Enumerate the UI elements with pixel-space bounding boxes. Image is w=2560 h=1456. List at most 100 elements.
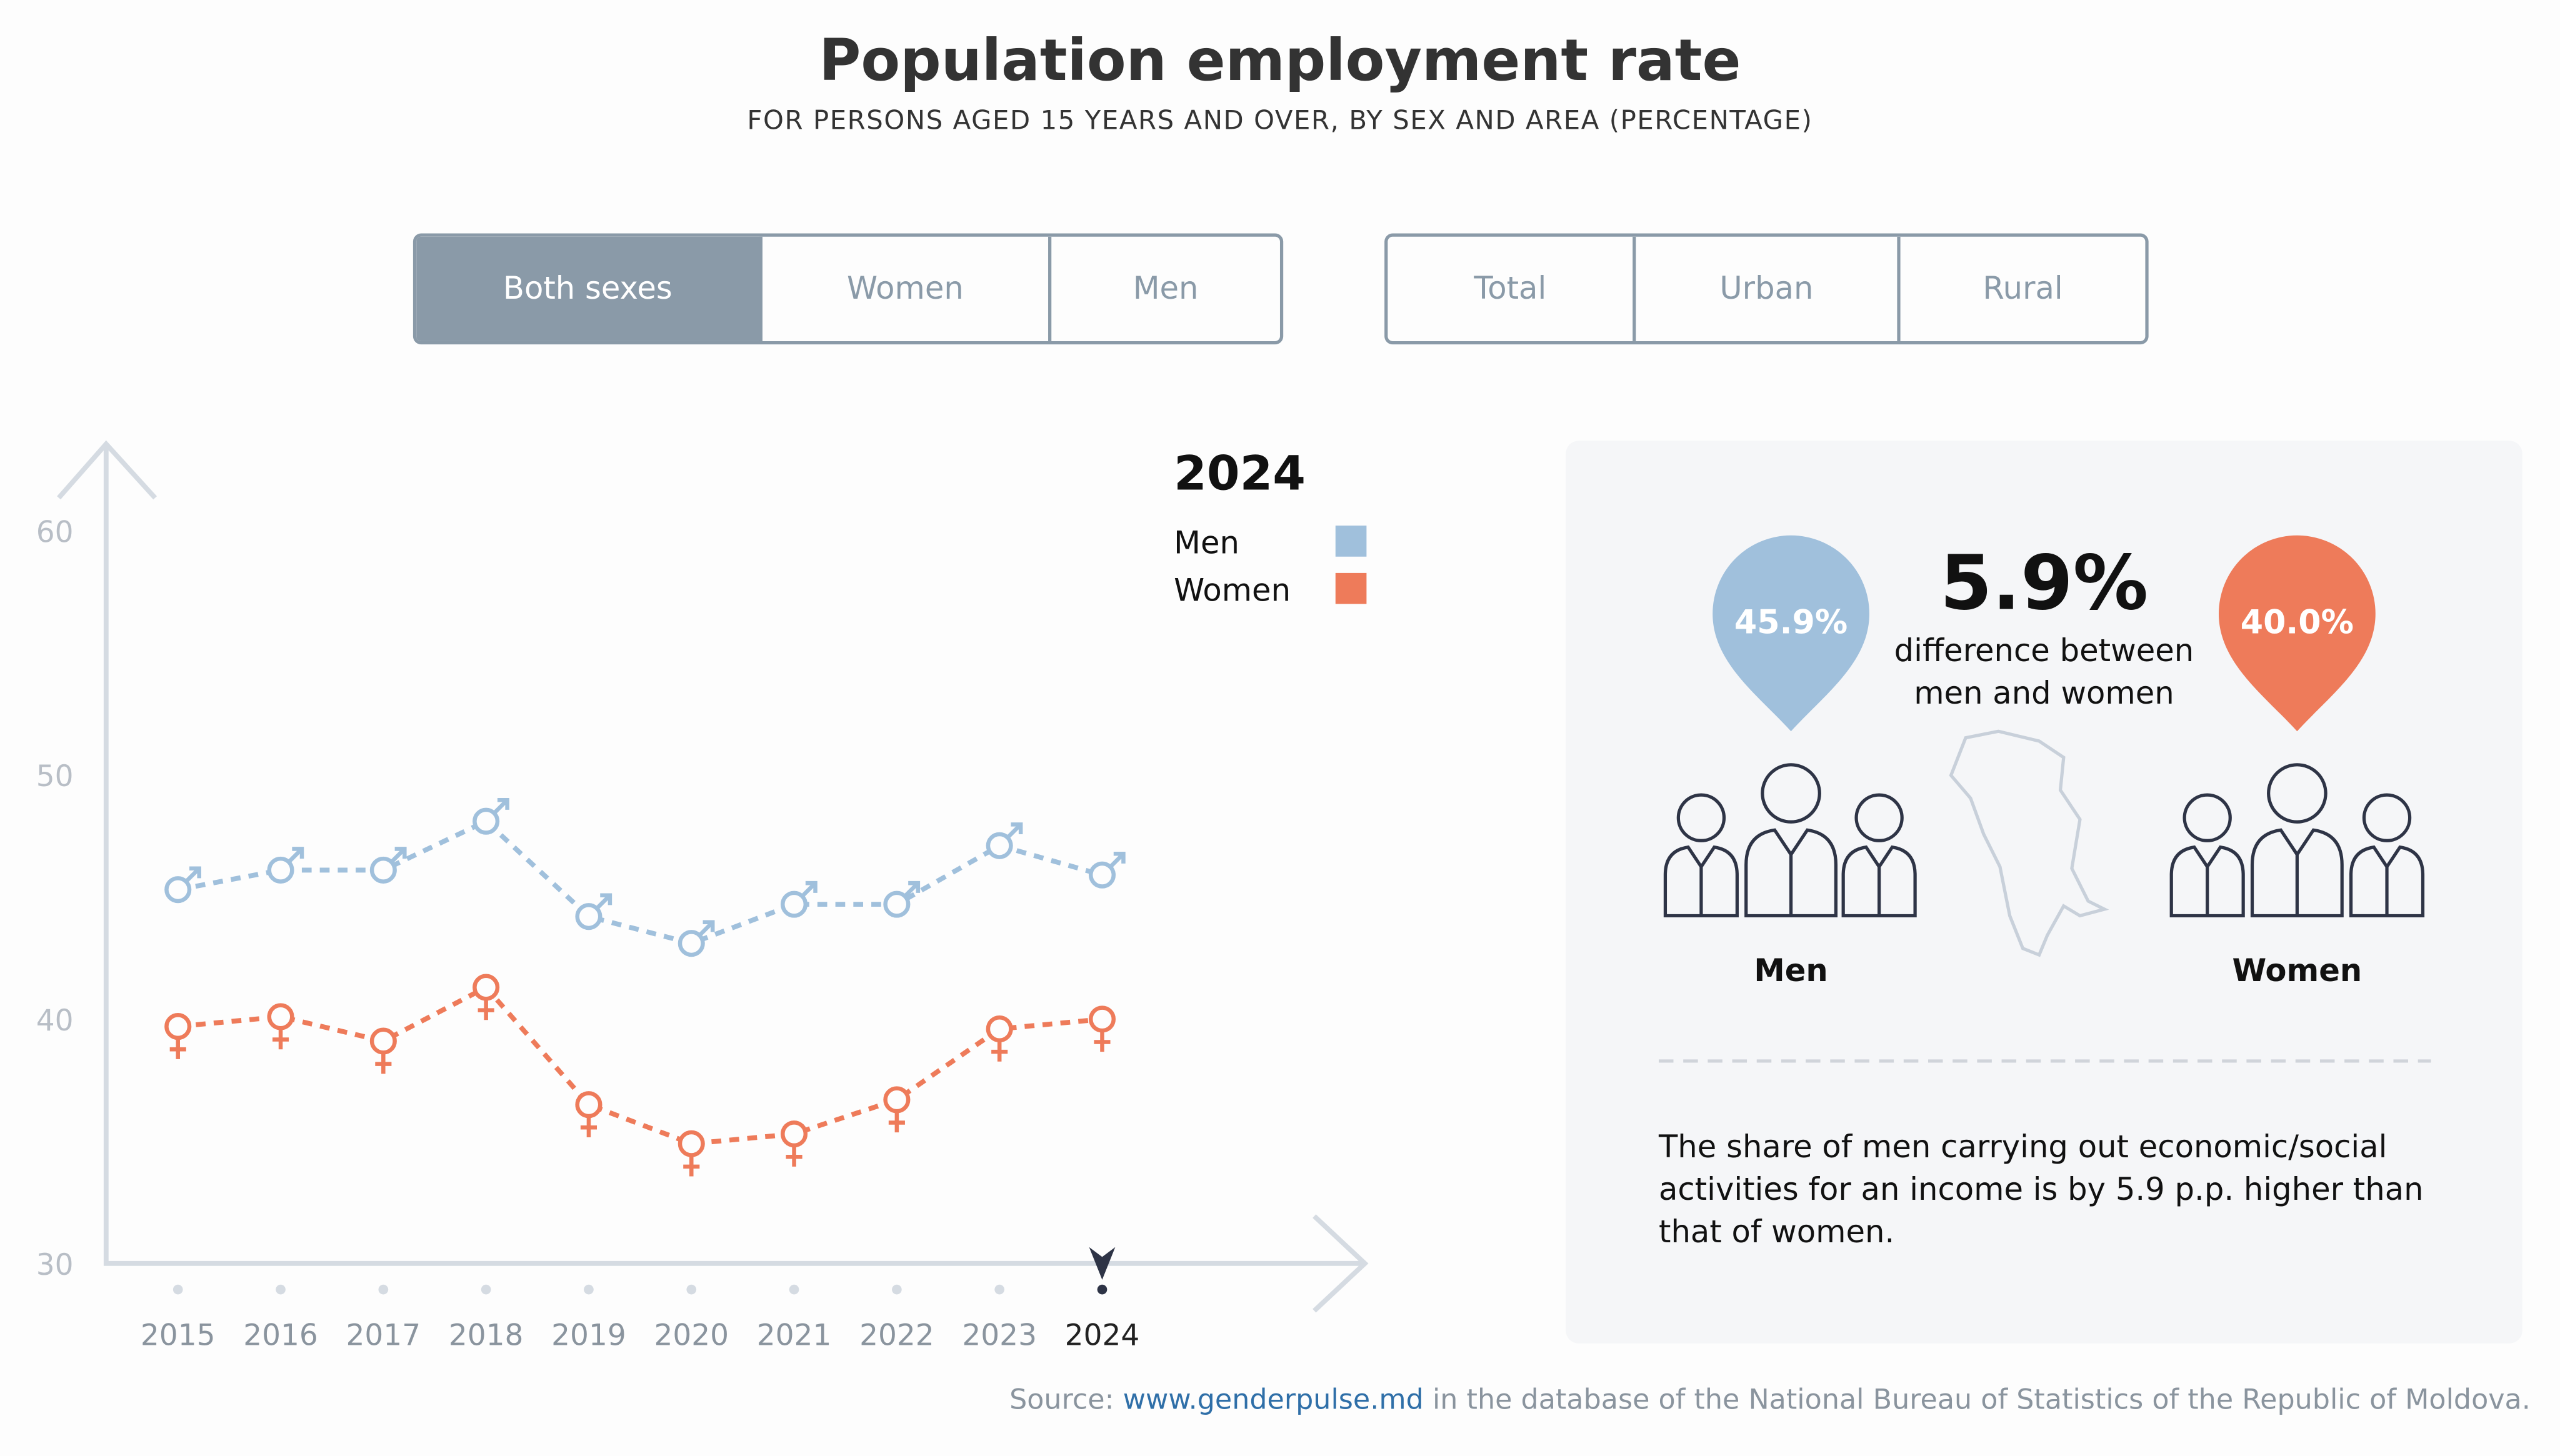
- data-point-men: [781, 880, 818, 918]
- male-symbol-icon: [595, 893, 612, 910]
- filter-both-sexes[interactable]: Both sexes: [416, 236, 762, 341]
- head: [2362, 793, 2412, 842]
- difference-value: 5.9%: [1939, 539, 2149, 627]
- female-symbol-icon: [169, 1037, 186, 1059]
- data-point-men: [164, 866, 201, 904]
- data-point-men: [883, 880, 921, 918]
- male-symbol-icon: [390, 847, 407, 864]
- female-symbol-icon: [888, 1111, 905, 1133]
- y-tick-label: 30: [36, 1248, 74, 1282]
- body: [2250, 828, 2344, 918]
- point-marker: [781, 890, 808, 918]
- body: [1841, 845, 1917, 918]
- data-point-women: [164, 1013, 192, 1059]
- y-tick-label: 60: [36, 515, 74, 549]
- data-point-men: [986, 822, 1023, 859]
- moldova-map-icon: [1949, 729, 2109, 957]
- axes: [57, 440, 1369, 1313]
- filter-men[interactable]: Men: [1132, 271, 1199, 307]
- point-marker: [575, 903, 602, 930]
- data-point-women: [575, 1091, 602, 1137]
- x-dot: [172, 1284, 183, 1295]
- x-tick-label: 2024: [1065, 1318, 1140, 1352]
- female-symbol-icon: [786, 1145, 802, 1167]
- point-marker: [986, 832, 1013, 859]
- female-symbol-icon: [478, 999, 494, 1020]
- male-symbol-icon: [287, 847, 304, 864]
- data-point-women: [678, 1130, 705, 1177]
- point-marker: [678, 930, 705, 957]
- head: [1761, 763, 1821, 824]
- x-dot: [686, 1284, 697, 1295]
- body: [2169, 845, 2245, 918]
- x-tick-label: 2019: [551, 1318, 626, 1352]
- x-dot: [1097, 1284, 1108, 1295]
- point-marker: [781, 1120, 808, 1148]
- point-marker: [1088, 1005, 1116, 1033]
- filter-women[interactable]: Women: [762, 236, 1052, 341]
- male-symbol-icon: [801, 880, 818, 898]
- x-dot: [994, 1284, 1005, 1295]
- female-symbol-icon: [991, 1040, 1008, 1062]
- person-icon: [1663, 793, 1739, 918]
- source-link[interactable]: www.genderpulse.md: [1122, 1384, 1424, 1417]
- data-point-women: [781, 1120, 808, 1167]
- data-point-men: [369, 847, 407, 884]
- head: [2182, 793, 2232, 842]
- point-marker: [678, 1130, 705, 1157]
- summary-graphics: [1658, 535, 2431, 1063]
- person-icon: [1841, 793, 1917, 918]
- data-point-women: [883, 1086, 911, 1133]
- data-point-women: [986, 1015, 1013, 1062]
- x-tick-label: 2018: [449, 1318, 524, 1352]
- body: [1663, 845, 1739, 918]
- point-marker: [883, 890, 911, 918]
- men-group-label: Men: [1754, 953, 1828, 989]
- filter-rural[interactable]: Rural: [1982, 271, 2063, 307]
- x-dot: [481, 1284, 491, 1295]
- male-symbol-icon: [1006, 822, 1023, 839]
- point-marker: [267, 1003, 294, 1030]
- person-icon: [2250, 763, 2344, 918]
- men-pin-icon: [1712, 535, 1869, 732]
- difference-label: difference between men and women: [1894, 633, 2194, 712]
- data-point-men: [575, 893, 612, 930]
- y-tick-label: 40: [36, 1004, 74, 1038]
- x-tick-label: 2016: [243, 1318, 318, 1352]
- male-symbol-icon: [698, 920, 715, 937]
- series-line-women: [178, 984, 1102, 1147]
- source-prefix: Source:: [1009, 1384, 1114, 1417]
- legend-title: 2024: [1174, 446, 1306, 501]
- summary-note: The share of men carrying out economic/s…: [1658, 1129, 2424, 1250]
- x-dot: [584, 1284, 594, 1295]
- filter-total[interactable]: Total: [1388, 236, 1636, 341]
- line-chart: 30 40 50 60 2015 2016 2017 2018 2019 2020 2021 2022…: [36, 440, 1369, 1352]
- point-marker: [575, 1091, 602, 1119]
- women-value: 40.0%: [2240, 602, 2354, 642]
- point-marker: [164, 1013, 192, 1040]
- point-marker: [369, 1027, 397, 1055]
- data-point-men: [472, 797, 509, 835]
- data-point-women: [472, 974, 500, 1020]
- women-pin-icon: [2218, 535, 2376, 732]
- filter-urban[interactable]: Urban: [1636, 236, 1901, 341]
- male-symbol-icon: [903, 880, 921, 898]
- sex-filter: Both sexes Women Men: [412, 233, 1284, 345]
- point-marker: [472, 807, 500, 835]
- male-symbol-icon: [492, 797, 509, 815]
- legend-men-label: Men: [1174, 526, 1239, 562]
- point-marker: [1088, 861, 1116, 889]
- female-symbol-icon: [683, 1155, 700, 1177]
- x-dot: [789, 1284, 799, 1295]
- point-marker: [369, 856, 397, 884]
- source-suffix: in the database of the National Bureau o…: [1432, 1384, 2531, 1417]
- female-symbol-icon: [580, 1116, 598, 1137]
- y-tick-label: 50: [36, 759, 74, 794]
- head: [2267, 763, 2328, 824]
- data-point-women: [369, 1027, 397, 1074]
- legend-women-label: Women: [1174, 572, 1291, 609]
- x-tick-label: 2015: [141, 1318, 216, 1352]
- women-group-label: Women: [2232, 953, 2362, 989]
- point-marker: [472, 974, 500, 1001]
